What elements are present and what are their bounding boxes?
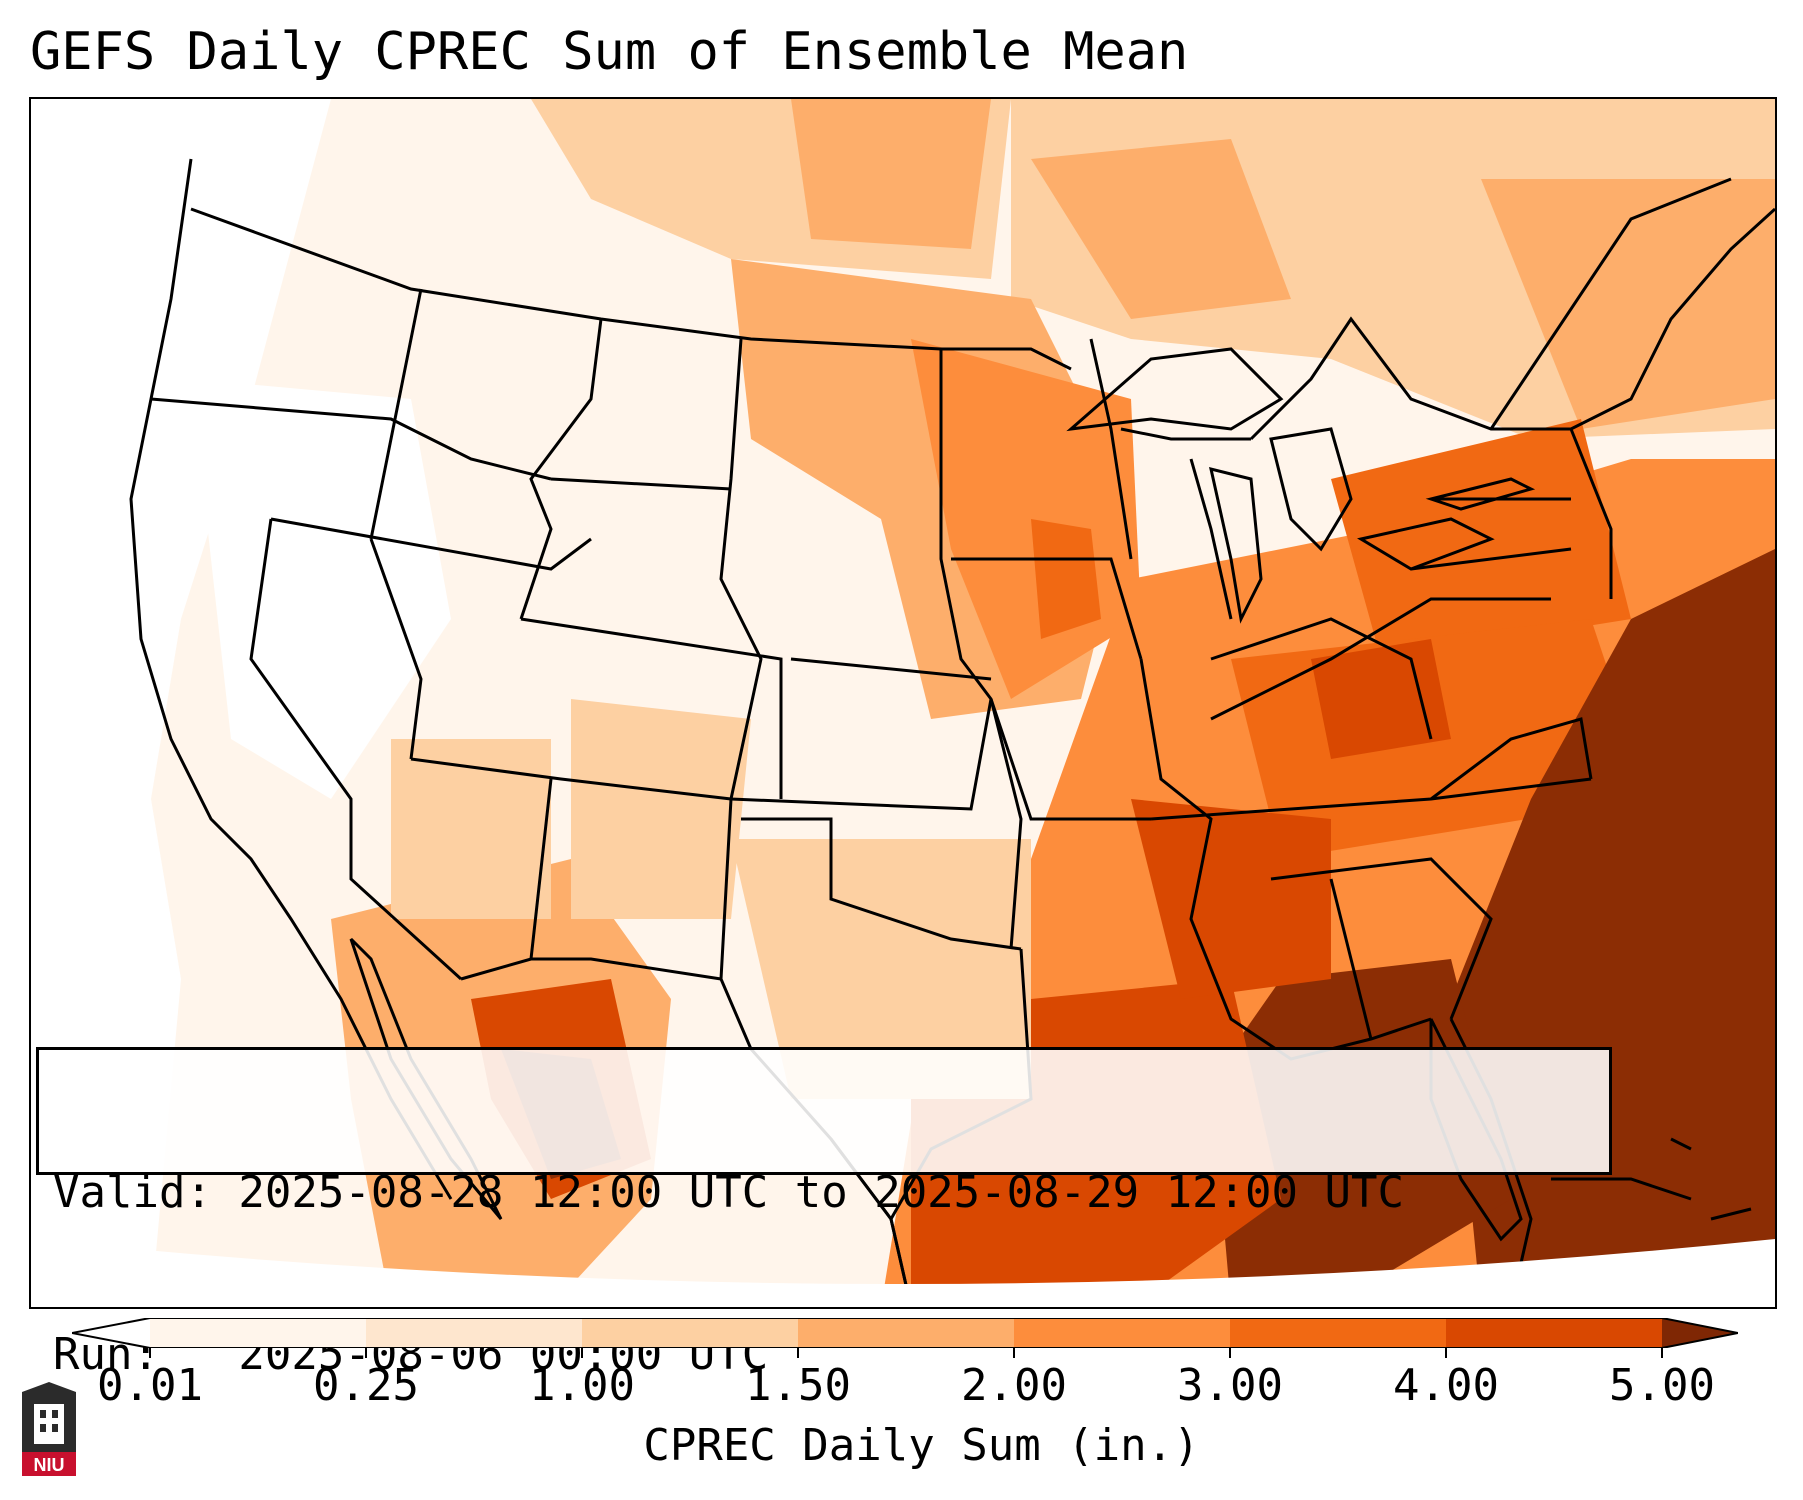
map-title: GEFS Daily CPREC Sum of Ensemble Mean bbox=[30, 22, 1189, 82]
colorbar-tick-mark bbox=[365, 1348, 367, 1358]
colorbar-segment bbox=[1446, 1318, 1663, 1348]
precip-shading bbox=[331, 99, 1775, 1307]
great-lakes bbox=[1066, 347, 1536, 624]
colorbar-under-arrow bbox=[72, 1318, 150, 1348]
colorbar-tick-mark bbox=[149, 1348, 151, 1358]
colorbar-segments bbox=[72, 1318, 1738, 1348]
colorbar-tick-mark bbox=[1661, 1348, 1663, 1358]
colorbar-label: CPREC Daily Sum (in.) bbox=[643, 1420, 1200, 1471]
colorbar-tick-mark bbox=[1445, 1348, 1447, 1358]
colorbar-tick-label: 1.50 bbox=[745, 1360, 851, 1411]
logo-tower bbox=[34, 1404, 64, 1444]
colorbar-segment bbox=[366, 1318, 583, 1348]
colorbar-tick-label: 0.25 bbox=[313, 1360, 419, 1411]
colorbar-segment bbox=[1014, 1318, 1231, 1348]
valid-run-info-box: Valid: 2025-08-28 12:00 UTC to 2025-08-2… bbox=[36, 1047, 1612, 1380]
pacific-dry-region bbox=[31, 99, 331, 1307]
projection-edge-bottom bbox=[31, 1239, 1775, 1307]
colorbar-tick-label: 2.00 bbox=[961, 1360, 1067, 1411]
caribbean-islands bbox=[1551, 1137, 1752, 1221]
colorbar bbox=[72, 1318, 1738, 1348]
colorbar-tick-label: 5.00 bbox=[1609, 1360, 1715, 1411]
valid-time-text: Valid: 2025-08-28 12:00 UTC to 2025-08-2… bbox=[53, 1167, 1405, 1218]
colorbar-segment bbox=[582, 1318, 799, 1348]
colorbar-segment bbox=[150, 1318, 367, 1348]
logo-banner bbox=[22, 1452, 76, 1476]
colorbar-segment bbox=[1230, 1318, 1447, 1348]
niu-logo: NIU bbox=[22, 1382, 76, 1476]
colorbar-tick-mark bbox=[1229, 1348, 1231, 1358]
colorbar-tick-mark bbox=[581, 1348, 583, 1358]
colorbar-tick-label: 4.00 bbox=[1393, 1360, 1499, 1411]
nevada-dry-region bbox=[191, 379, 451, 799]
colorbar-segment bbox=[798, 1318, 1015, 1348]
colorbar-over-arrow bbox=[1662, 1318, 1738, 1348]
colorbar-tick-mark bbox=[1013, 1348, 1015, 1358]
colorbar-tick-label: 3.00 bbox=[1177, 1360, 1283, 1411]
logo-text: NIU bbox=[34, 1455, 65, 1475]
colorbar-ticks: 0.01 0.25 1.00 1.50 2.00 3.00 4.00 5.00 bbox=[0, 1348, 1803, 1418]
colorbar-tick-label: 1.00 bbox=[529, 1360, 635, 1411]
colorbar-tick-label: 0.01 bbox=[97, 1360, 203, 1411]
colorbar-tick-mark bbox=[797, 1348, 799, 1358]
